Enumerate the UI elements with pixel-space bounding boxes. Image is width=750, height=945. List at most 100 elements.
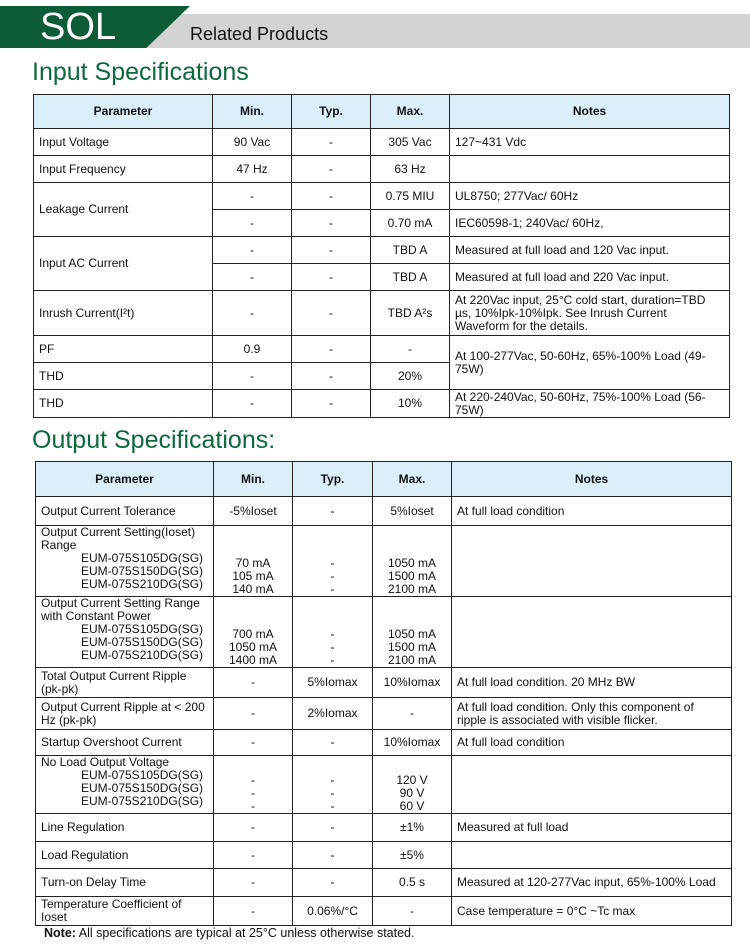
- typ-cell: -: [291, 362, 371, 390]
- typ-cell: -: [291, 155, 371, 183]
- max-cell-values: 120 V 90 V 60 V: [378, 774, 446, 813]
- max-cell: ±1%: [372, 813, 452, 842]
- typ-cell: -: [291, 389, 371, 418]
- notes-cell: Measured at full load and 220 Vac input.: [449, 263, 730, 291]
- column-header: Parameter: [33, 94, 213, 129]
- related-products-link[interactable]: Related Products: [190, 24, 329, 44]
- notes-cell: At 220-240Vac, 50-60Hz, 75%-100% Load (5…: [449, 389, 730, 418]
- column-header: Typ.: [291, 94, 371, 129]
- notes-cell: At full load condition. 20 MHz BW: [451, 667, 732, 698]
- column-header: Max.: [370, 94, 450, 129]
- model-name: EUM-075S150DG(SG): [81, 564, 204, 578]
- model-value: -: [251, 773, 255, 787]
- min-cell: -: [213, 697, 293, 730]
- model-name: EUM-075S210DG(SG): [81, 794, 204, 808]
- model-value: -: [251, 786, 255, 800]
- model-value: 1050 mA: [387, 556, 437, 570]
- table-row: Leakage Current - -0.75 MIU UL8750; 277Vac/…: [33, 182, 730, 237]
- min-cell: 0.9: [212, 335, 292, 363]
- max-cell: -: [372, 896, 452, 926]
- typ-cell: -: [292, 496, 373, 526]
- table-row: Inrush Current(I²t) - - TBD A²s At 220Vac in…: [33, 290, 730, 336]
- notes-cell: Case temperature = 0°C ~Tc max: [451, 896, 732, 926]
- max-cell: 20%: [370, 362, 450, 390]
- notes-cell: At 220Vac input, 25°C cold start, durati…: [449, 290, 730, 336]
- max-cell: TBD A: [370, 263, 450, 291]
- parameter-label: Output Current Setting(Ioset) Range: [41, 525, 196, 552]
- typ-cell: -: [291, 128, 371, 156]
- table-row: Load Regulation - - ±5%: [35, 841, 732, 869]
- table-row: Startup Overshoot Current - -10%Iomax At fu…: [35, 729, 732, 756]
- typ-cell: -: [292, 729, 373, 756]
- max-cell: 10%Iomax: [372, 729, 452, 756]
- header-row: Parameter Min. Typ. Max. Notes: [33, 94, 730, 129]
- table-row: THD - -10% At 220-240Vac, 50-60Hz, 75%-100%…: [33, 389, 730, 418]
- header-banner: SOL Related Products: [0, 0, 750, 48]
- max-cell: 120 V 90 V 60 V: [372, 755, 452, 814]
- model-value: -: [330, 569, 335, 583]
- min-cell: -: [213, 813, 293, 842]
- notes-cell: 127~431 Vdc: [449, 128, 730, 156]
- table-row: No Load Output Voltage EUM-075S105DG(SG) E…: [35, 755, 732, 814]
- model-value: 90 V: [399, 786, 425, 800]
- model-name: EUM-075S210DG(SG): [81, 648, 204, 662]
- model-name: EUM-075S210DG(SG): [81, 577, 204, 591]
- min-cell: -: [212, 290, 292, 336]
- min-cell: -: [213, 667, 293, 698]
- parameter-cell: Line Regulation: [35, 813, 214, 842]
- parameter-cell: Output Current Tolerance: [35, 496, 214, 526]
- column-header: Max.: [372, 461, 452, 497]
- typ-cell: -: [292, 868, 373, 897]
- min-cell: 700 mA 1050 mA 1400 mA: [213, 596, 293, 668]
- typ-cell: -: [291, 236, 371, 264]
- max-cell-values: 1050 mA 1500 mA 2100 mA: [378, 557, 446, 596]
- model-value: 120 V: [396, 773, 428, 787]
- table-row: Input Frequency 47 Hz -63 Hz: [33, 155, 730, 183]
- typ-cell: -: [292, 813, 373, 842]
- min-cell: -5%Ioset: [213, 496, 293, 526]
- model-value: -: [330, 799, 335, 813]
- max-cell: 1050 mA 1500 mA 2100 mA: [372, 596, 452, 668]
- min-cell-values: 700 mA 1050 mA 1400 mA: [219, 628, 287, 667]
- model-value: -: [330, 640, 335, 654]
- model-value: -: [330, 773, 335, 787]
- max-cell: 5%Ioset: [372, 496, 452, 526]
- typ-cell: 0.06%/°C: [292, 896, 373, 926]
- table-row: Turn-on Delay Time - -0.5 s Measured at 120…: [35, 868, 732, 897]
- min-cell: -: [212, 182, 292, 210]
- notes-cell: At full load condition. Only this compon…: [451, 697, 732, 730]
- model-value: -: [251, 799, 255, 813]
- model-value: -: [330, 786, 335, 800]
- min-cell: -: [212, 209, 292, 237]
- model-name: EUM-075S150DG(SG): [81, 635, 204, 649]
- column-header: Notes: [451, 461, 732, 497]
- column-header: Min.: [213, 461, 293, 497]
- model-value: 1500 mA: [387, 640, 437, 654]
- model-value: -: [330, 582, 335, 596]
- typ-cell: -: [292, 841, 373, 869]
- table-row: Temperature Coefficient of Ioset -0.06%/°…: [35, 896, 732, 926]
- parameter-cell: Temperature Coefficient of Ioset: [35, 896, 214, 926]
- max-cell: TBD A²s: [370, 290, 450, 336]
- max-cell-values: 1050 mA 1500 mA 2100 mA: [378, 628, 446, 667]
- model-value: -: [330, 627, 335, 641]
- output-spec-title: Output Specifications:: [32, 426, 276, 454]
- notes-cell: At full load condition: [451, 496, 732, 526]
- table-row: PF 0.9- - At 100-277Vac, 50-60Hz, 65%-100% …: [33, 335, 730, 390]
- table-row: Output Current Ripple at < 200 Hz (pk-pk…: [35, 697, 732, 730]
- notes-cell: Measured at full load and 120 Vac input.: [449, 236, 730, 264]
- min-cell-values: ---: [219, 774, 287, 813]
- min-cell: 47 Hz: [212, 155, 292, 183]
- parameter-cell: No Load Output Voltage EUM-075S105DG(SG) E…: [35, 755, 214, 814]
- notes-cell: [451, 525, 732, 597]
- model-value: 60 V: [399, 799, 425, 813]
- typ-cell-values: ---: [298, 774, 367, 813]
- min-cell: 90 Vac: [212, 128, 292, 156]
- min-cell: -: [213, 841, 293, 869]
- footnote-label: Note:: [44, 926, 76, 940]
- model-name: EUM-075S105DG(SG): [81, 768, 204, 782]
- model-value: 1400 mA: [228, 653, 278, 667]
- max-cell: 305 Vac: [370, 128, 450, 156]
- max-cell: 0.5 s: [372, 868, 452, 897]
- min-cell: -: [212, 263, 292, 291]
